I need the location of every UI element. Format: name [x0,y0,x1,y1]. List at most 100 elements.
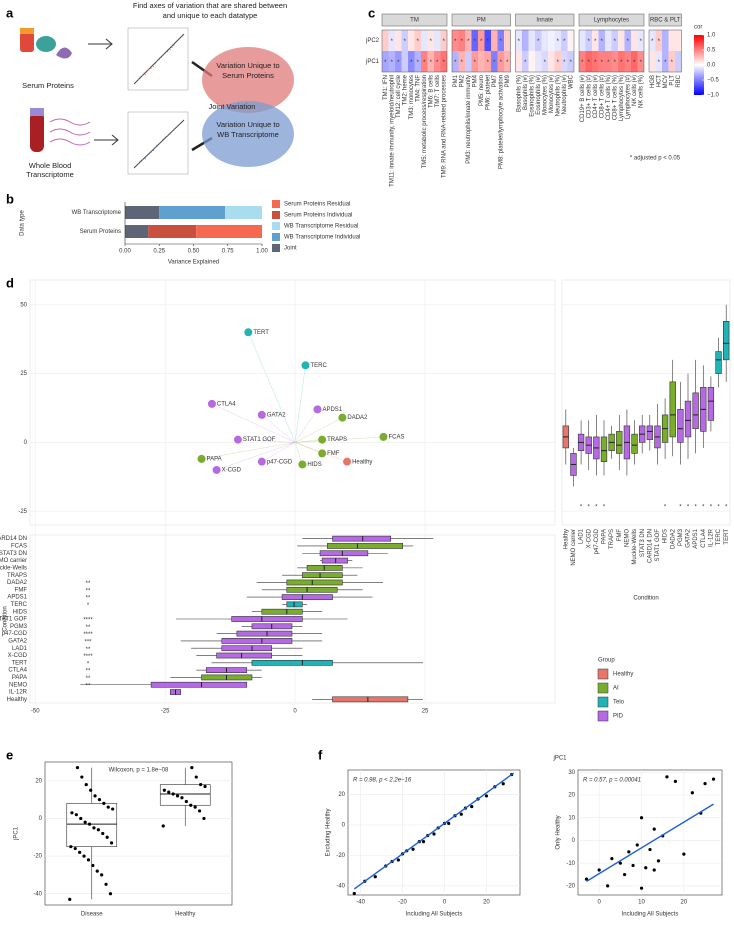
column-label: CD3+ T cells (#) [586,75,592,118]
point [459,812,463,816]
x-axis-title: Including All Subjects [622,912,679,918]
legend-label: PID [613,714,624,720]
column-label: TM6: B cells [428,75,434,108]
y-tick-label: DADA2 [7,580,28,586]
x-tick-label: NEMO carrier [571,529,577,566]
sig-star: * [474,39,477,45]
y-tick-label: Muckle-Wells [0,565,27,571]
column-label: PM7 [492,74,498,87]
point [74,813,78,817]
point [197,454,206,463]
heat-cell [504,30,511,51]
heat-cell [668,30,675,51]
venn-label: Variation Unique to [216,120,279,129]
column-label: TM1: IFN [383,75,389,100]
heat-cell [585,51,592,72]
x-tick-label: 20 [681,900,688,906]
box [327,543,403,549]
loading-line [295,442,348,462]
y-tick-label: APDS1 [7,595,27,601]
box [723,320,730,361]
column-label: PM5: neuro [479,74,485,106]
point [83,820,87,824]
x-tick-label: -20 [398,900,407,906]
point [673,779,678,783]
point [644,866,648,870]
point [373,875,377,879]
point [87,822,92,826]
x-tick-label: 0 [443,900,447,906]
point [233,435,242,444]
box [251,659,333,666]
icon [30,112,44,152]
heat-cell [655,51,662,72]
colorbar-tick-label: 1.0 [707,33,716,39]
heat-cell [535,51,542,72]
point [244,328,253,337]
sig-star: * [493,60,496,66]
box [66,803,118,847]
heat-cell [408,30,415,51]
heat-cell [388,51,395,72]
x-tick-label: 0 [293,709,297,715]
y-tick-label: FCAS [11,544,27,550]
y-tick-label: -10 [566,861,575,867]
box [231,616,303,622]
box [669,381,676,438]
sig-star: * [524,60,527,66]
heat-cell [408,51,415,72]
sig-star: * [640,60,643,66]
heat-cell [465,30,472,51]
point-label: PAPA [207,457,222,463]
panel-border [515,29,575,73]
column-label: TM4: TNF [415,75,421,102]
point [102,801,106,805]
sig-star: * [518,39,521,45]
column-label: HGB [650,75,656,88]
column-label: TM5: metabolic process/respiration [422,75,428,168]
sig-star: * [487,39,490,45]
heat-cell [465,51,472,72]
y-tick-label: Healthy [7,697,27,703]
column-label: Monocytes (%) [542,75,548,115]
point [171,792,175,796]
loading-line [295,439,323,443]
point [501,782,505,786]
x-tick-label: 10 [638,900,645,906]
sig-star: * [664,60,667,66]
point [197,809,202,813]
column-label: Monocytes (#) [549,75,555,113]
x-tick-label: FMF [617,529,623,542]
box [236,630,293,637]
point [78,850,82,854]
point [73,846,77,851]
y-tick-label: -40 [336,883,345,889]
legend-swatch [597,696,609,708]
point [84,782,88,787]
x-tick-label: NEMO [624,529,630,547]
sig-star: ** [86,588,91,594]
y-tick-label: -20 [336,853,345,859]
heat-cell [395,51,402,72]
heat-cell [414,51,421,72]
y-tick-label: X-CGD [8,653,28,659]
facet-strip [515,13,575,27]
heat-cell [382,51,389,72]
heat-cell [561,30,568,51]
point [161,824,165,828]
column-label: TM7: T cells [435,75,441,107]
point [68,897,72,901]
point [75,766,80,770]
sig-star: * [443,60,446,66]
heat-cell [414,30,421,51]
x-tick-label: p47-CGD [594,528,600,554]
x-tick-label: Healthy [563,529,569,549]
sig-star: * [557,39,560,45]
x-tick-label: 0.75 [222,249,234,255]
icon [49,118,91,146]
point-label: HIDS [307,462,321,468]
panel-border [451,29,511,73]
heat-cell [478,30,485,51]
venn-label: Serum Proteins [222,71,274,80]
heat-cell [548,30,555,51]
